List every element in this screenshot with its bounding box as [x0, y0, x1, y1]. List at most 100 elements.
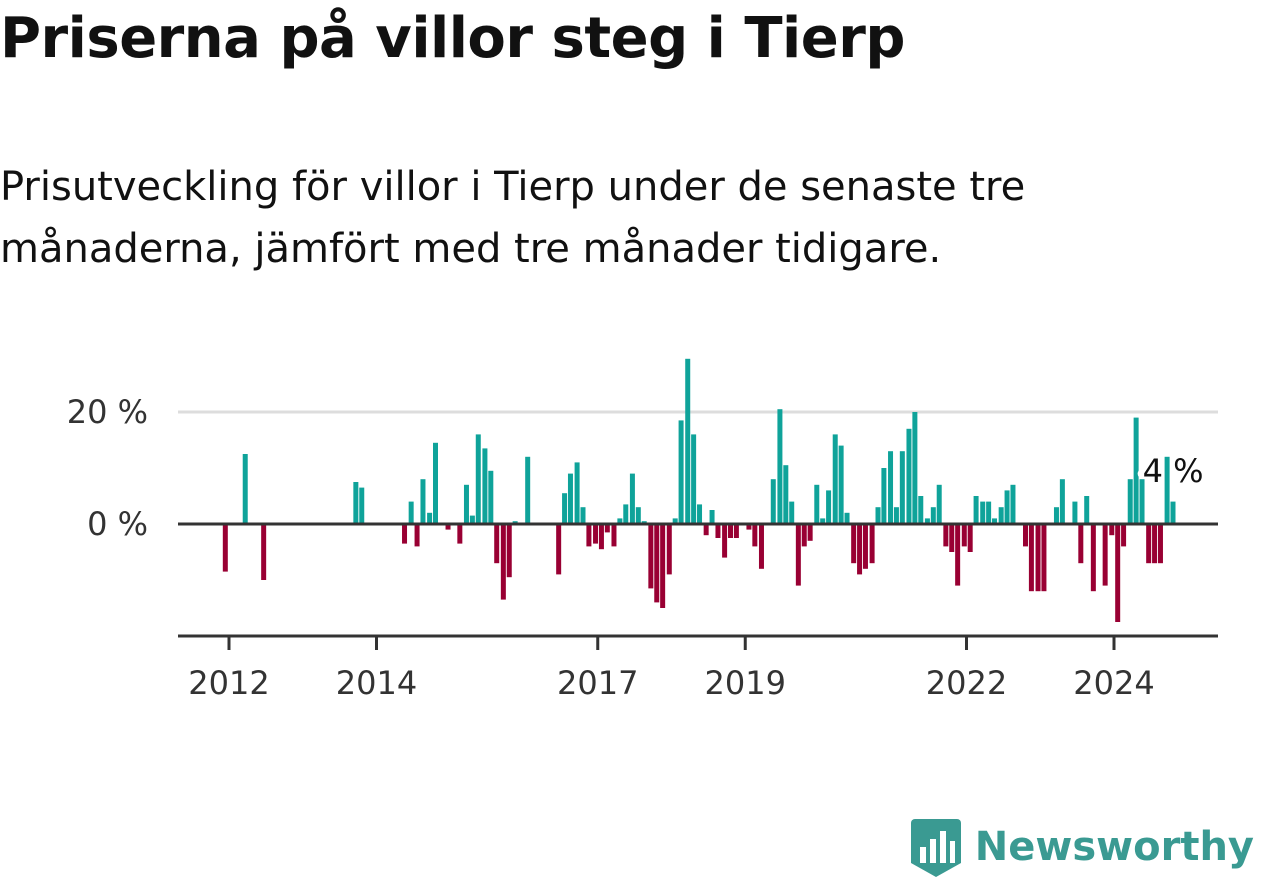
bar-negative — [807, 524, 813, 541]
y-tick-label: 0 % — [87, 505, 148, 543]
bar-positive — [482, 448, 488, 524]
bar-positive — [936, 484, 942, 524]
bar-positive — [574, 462, 580, 524]
bar-negative — [857, 524, 863, 575]
bar-positive — [777, 409, 783, 524]
bar-negative — [746, 524, 752, 530]
bar-negative — [611, 524, 617, 547]
bars — [222, 358, 1176, 622]
bar-positive — [433, 442, 438, 524]
bar-negative — [961, 524, 967, 547]
x-axis-ticks: 2012 2014 2017 2019 2022 2024 — [188, 636, 1155, 702]
bar-negative — [758, 524, 764, 569]
bar-positive — [912, 412, 918, 524]
bar-negative — [593, 524, 599, 544]
bar-negative — [402, 524, 408, 544]
chart-subtitle: Prisutveckling för villor i Tierp under … — [0, 164, 1026, 272]
annotation-marker — [1137, 468, 1148, 479]
bar-positive — [1059, 479, 1065, 524]
bar-chart: 0 % 20 % 2012 2014 2017 2019 2022 2024 4 % — [67, 358, 1218, 702]
bar-positive — [930, 507, 936, 524]
bar-positive — [881, 468, 887, 524]
bar-negative — [967, 524, 973, 552]
bar-positive — [826, 490, 832, 524]
bar-positive — [475, 434, 481, 524]
y-tick-label: 20 % — [67, 393, 148, 431]
bar-negative — [414, 524, 420, 547]
bar-positive — [1139, 479, 1145, 524]
bar-positive — [1072, 501, 1078, 524]
bar-positive — [1133, 417, 1139, 524]
bar-positive — [899, 451, 905, 524]
bar-positive — [1053, 507, 1059, 524]
bar-positive — [875, 507, 881, 524]
bar-negative — [1035, 524, 1041, 592]
bar-positive — [973, 496, 979, 524]
x-tick-label: 2014 — [336, 664, 417, 702]
bar-positive — [359, 487, 365, 524]
bar-positive — [488, 470, 494, 524]
bar-positive — [789, 501, 795, 524]
bar-positive — [697, 504, 703, 524]
bar-negative — [801, 524, 807, 547]
bar-negative — [457, 524, 463, 544]
bar-positive — [420, 479, 426, 524]
bar-negative — [500, 524, 506, 600]
bar-negative — [1152, 524, 1158, 564]
bar-positive — [918, 496, 924, 524]
brand-name: Newsworthy — [974, 824, 1254, 870]
bar-negative — [261, 524, 267, 580]
x-tick-label: 2012 — [188, 664, 269, 702]
bar-positive — [469, 515, 475, 524]
bar-positive — [986, 501, 992, 524]
bar-positive — [629, 473, 635, 524]
bar-negative — [795, 524, 801, 586]
bar-negative — [445, 524, 451, 530]
x-tick-label: 2019 — [705, 664, 786, 702]
bar-negative — [715, 524, 721, 538]
bar-positive — [623, 504, 629, 524]
bar-positive — [998, 507, 1004, 524]
bar-positive — [980, 501, 986, 524]
bar-negative — [1157, 524, 1163, 564]
bar-negative — [1090, 524, 1096, 592]
bar-negative — [733, 524, 739, 538]
bar-positive — [427, 512, 433, 524]
y-axis-ticks: 0 % 20 % — [67, 393, 148, 543]
bar-negative — [1115, 524, 1121, 622]
bar-positive — [783, 465, 789, 524]
bar-negative — [869, 524, 875, 564]
bar-positive — [814, 484, 820, 524]
bar-positive — [924, 518, 930, 524]
bar-negative — [598, 524, 604, 550]
annotations: 4 % — [1137, 452, 1204, 490]
bar-positive — [1084, 496, 1090, 524]
axes — [178, 522, 1218, 638]
bar-positive — [617, 518, 623, 524]
bar-negative — [851, 524, 857, 564]
bar-positive — [1170, 501, 1176, 524]
bar-positive — [525, 456, 531, 524]
bar-positive — [906, 428, 912, 524]
bar-positive — [1010, 484, 1016, 524]
bar-positive — [635, 507, 641, 524]
bar-positive — [832, 434, 838, 524]
bar-negative — [1146, 524, 1152, 564]
bar-negative — [943, 524, 949, 547]
bar-positive — [678, 420, 684, 524]
bar-negative — [586, 524, 592, 547]
bar-negative — [1023, 524, 1028, 547]
newsworthy-logo: Newsworthy — [910, 817, 1254, 877]
bar-negative — [556, 524, 562, 575]
chart-title: Priserna på villor steg i Tierp — [0, 6, 905, 71]
bar-negative — [1078, 524, 1084, 564]
bar-negative — [660, 524, 666, 608]
bar-positive — [1127, 479, 1133, 524]
x-tick-label: 2024 — [1073, 664, 1154, 702]
bar-negative — [703, 524, 709, 536]
bar-negative — [506, 524, 512, 578]
bar-positive — [580, 507, 586, 524]
bar-positive — [838, 445, 844, 524]
bar-positive — [353, 482, 359, 524]
bar-positive — [844, 512, 850, 524]
